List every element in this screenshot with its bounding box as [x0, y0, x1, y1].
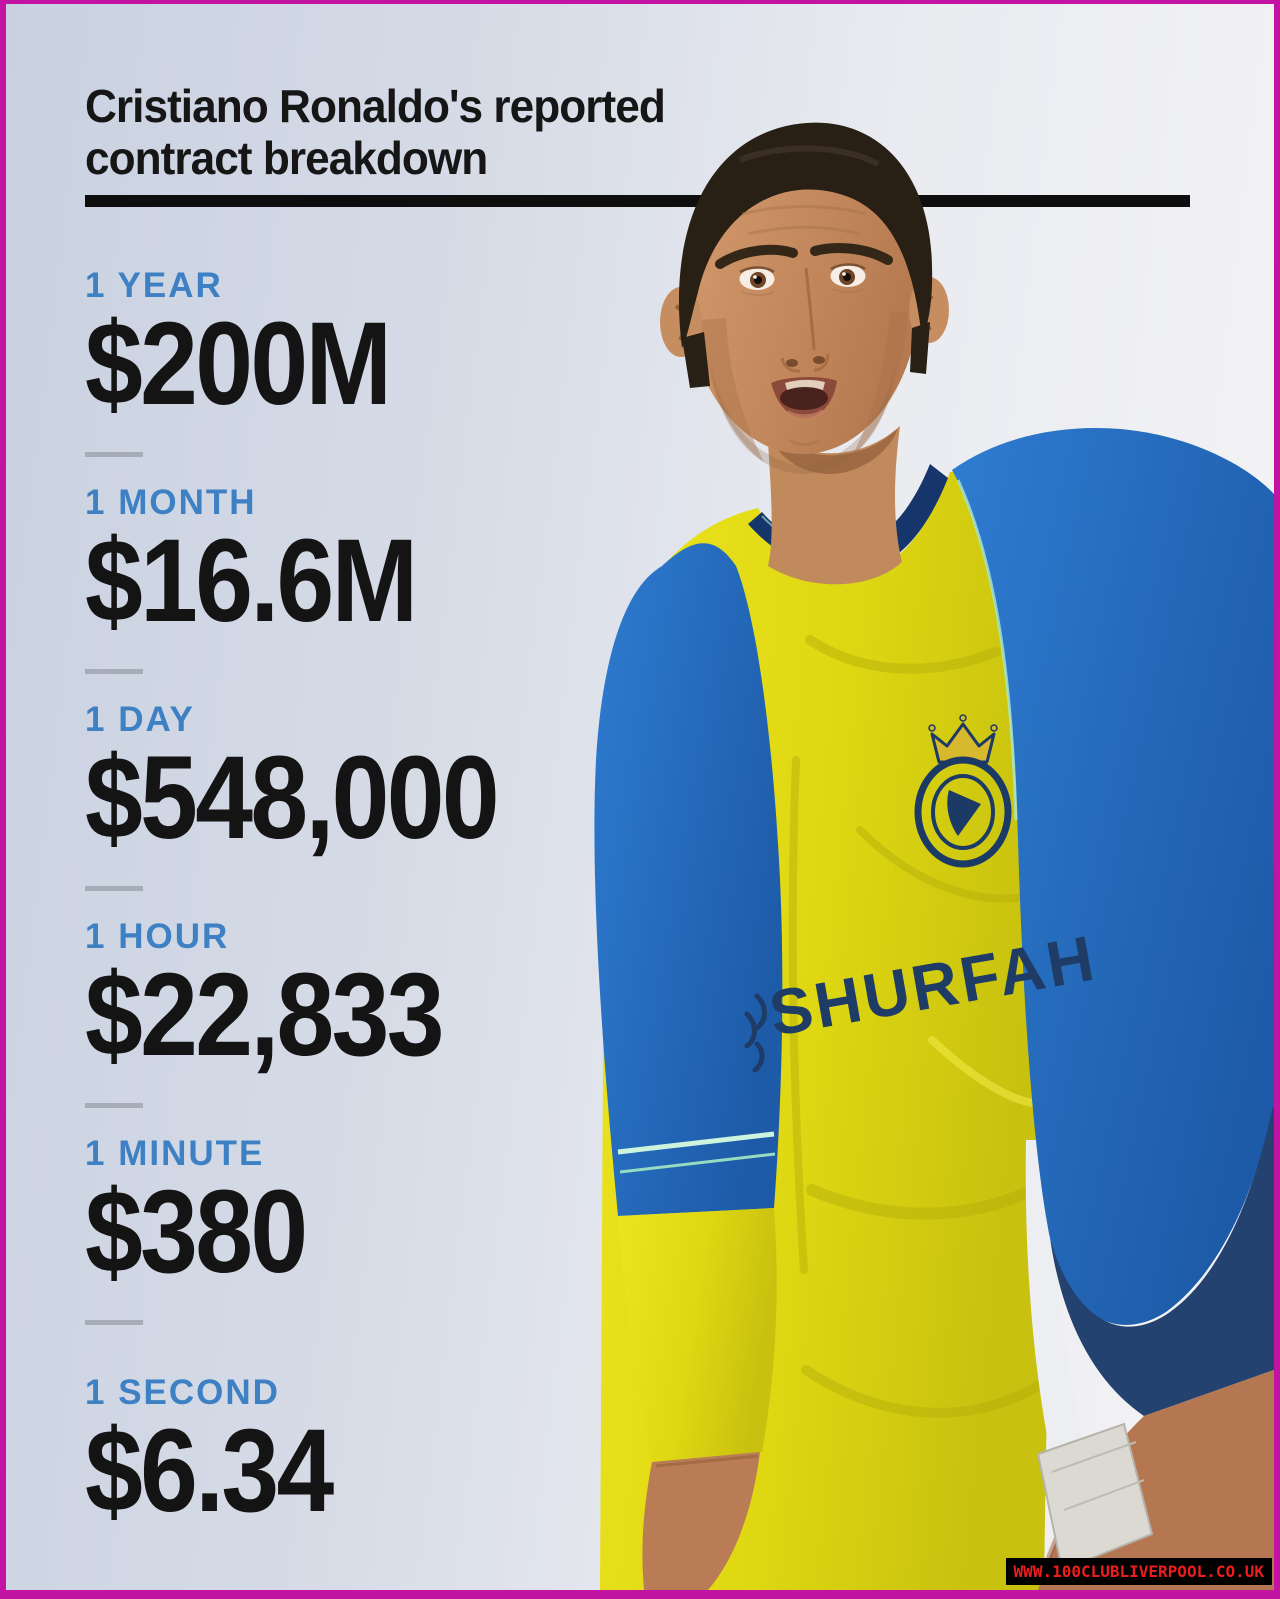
player-photo: SHURFAH: [594, 122, 1274, 1590]
stat-month: 1 MONTH $16.6M: [85, 483, 625, 700]
hair: [678, 122, 933, 348]
stat-value: $6.34: [85, 1405, 334, 1537]
stat-value: $548,000: [85, 732, 500, 864]
background-gap: [1025, 1140, 1086, 1462]
stat-label: 1 MONTH: [85, 483, 257, 522]
stat-label: 1 SECOND: [85, 1373, 280, 1412]
eyebrows: [715, 243, 893, 269]
stat-label: 1 MINUTE: [85, 1134, 265, 1173]
stat-divider: [85, 669, 143, 674]
sponsor-icon: [744, 993, 767, 1073]
stat-divider: [85, 1103, 143, 1108]
stat-divider: [85, 1320, 143, 1325]
right-sleeve: [952, 428, 1274, 1416]
nose: [780, 267, 830, 373]
stat-label: 1 HOUR: [85, 917, 230, 956]
page-title: Cristiano Ronaldo's reported contract br…: [85, 80, 666, 184]
stat-minute: 1 MINUTE $380: [85, 1134, 625, 1351]
stat-hour: 1 HOUR $22,833: [85, 917, 625, 1134]
stat-value: $22,833: [85, 949, 445, 1081]
stat-year: 1 YEAR $200M: [85, 266, 625, 483]
face: [660, 122, 949, 474]
stat-label: 1 YEAR: [85, 266, 223, 305]
stat-divider: [85, 886, 143, 891]
stat-divider: [85, 452, 143, 457]
watermark-url: WWW.100CLUBLIVERPOOL.CO.UK: [1005, 1558, 1272, 1585]
stat-value: $200M: [85, 298, 392, 430]
club-crest-icon: [914, 714, 1012, 868]
title-underline: [85, 195, 1190, 207]
left-ear: [660, 287, 702, 357]
stat-value: $380: [85, 1166, 308, 1298]
wrist-tape-icon: [1036, 1422, 1154, 1572]
right-ear: [909, 277, 949, 343]
jersey-collar: [748, 464, 948, 573]
stats-list: 1 YEAR $200M 1 MONTH $16.6M 1 DAY $548,0…: [85, 266, 625, 1537]
sponsor-text: SHURFAH: [764, 922, 1102, 1050]
neck: [767, 426, 902, 585]
stat-second: 1 SECOND $6.34: [85, 1373, 625, 1537]
stat-day: 1 DAY $548,000: [85, 700, 625, 917]
left-forearm: [618, 1208, 777, 1590]
stat-value: $16.6M: [85, 515, 418, 647]
jersey-torso: [600, 471, 1058, 1590]
right-forearm: [1036, 1370, 1274, 1590]
mouth: [771, 377, 837, 419]
eyes: [739, 263, 866, 290]
infographic-canvas: Cristiano Ronaldo's reported contract br…: [6, 4, 1274, 1590]
stat-label: 1 DAY: [85, 700, 195, 739]
